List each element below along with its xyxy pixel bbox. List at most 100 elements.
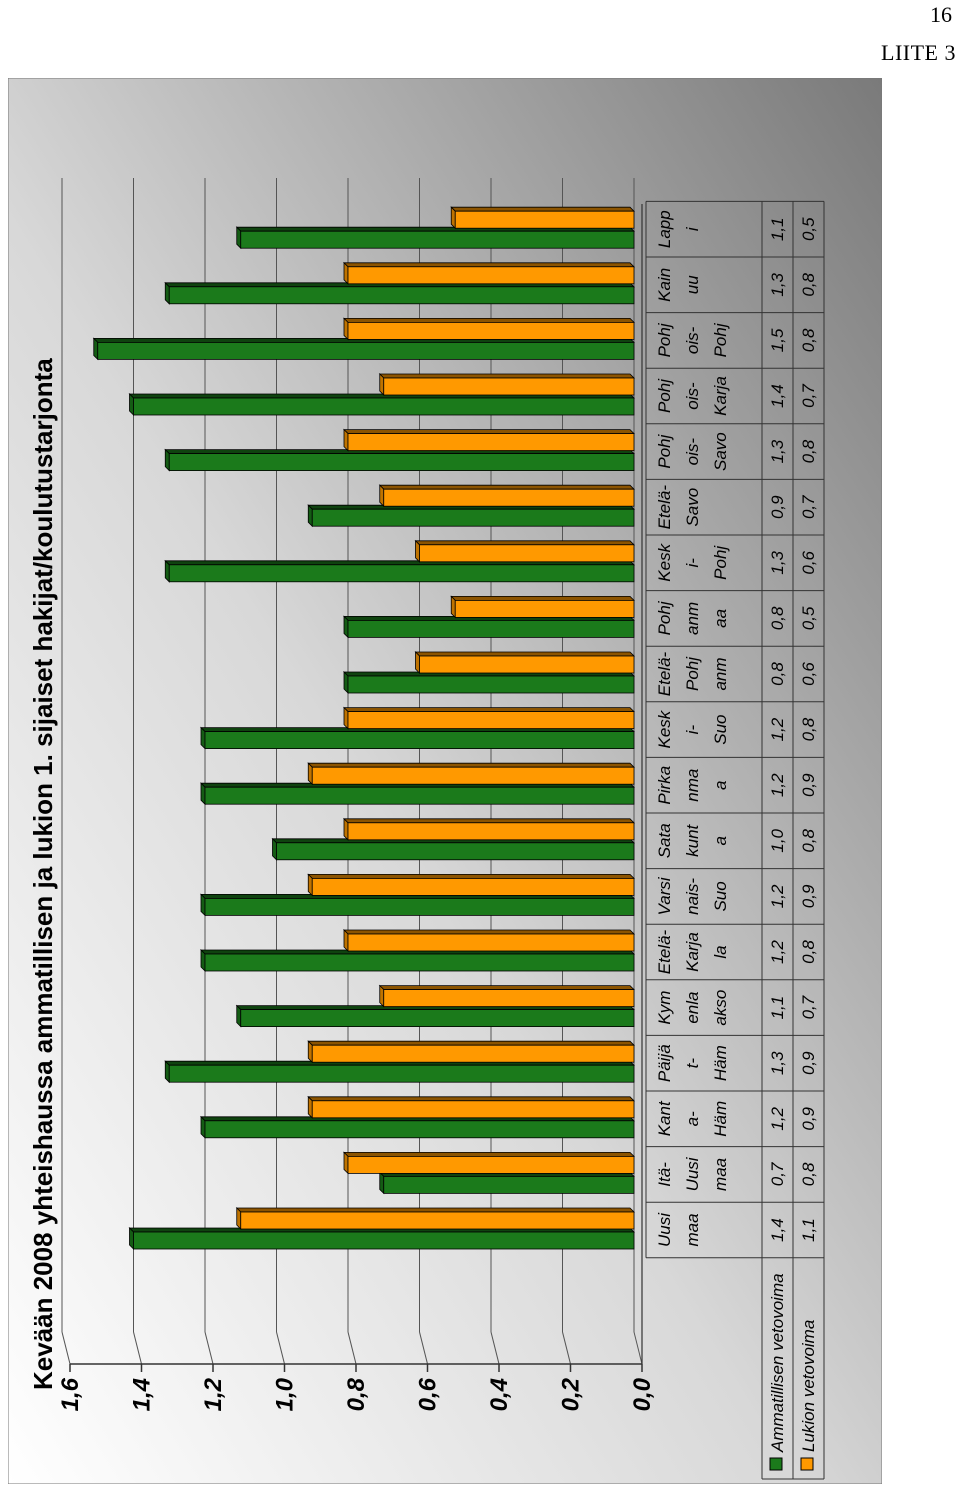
category-label: Karja bbox=[711, 376, 730, 416]
table-value: 0,9 bbox=[768, 495, 787, 519]
bar bbox=[204, 898, 635, 916]
bar-layer bbox=[92, 206, 635, 1250]
category-label: Pohj bbox=[655, 378, 674, 413]
category-label: nais- bbox=[683, 878, 702, 915]
table-value: 0,7 bbox=[799, 384, 818, 408]
bar bbox=[347, 433, 635, 451]
bar bbox=[454, 210, 635, 229]
table-value: 0,8 bbox=[799, 272, 818, 296]
bar-top bbox=[164, 1060, 170, 1084]
table-value: 0,8 bbox=[799, 828, 818, 852]
gridline-depth bbox=[133, 1331, 142, 1365]
table-value: 1,4 bbox=[768, 1218, 787, 1242]
category-label: t- bbox=[683, 1058, 702, 1069]
category-label: Lapp bbox=[655, 210, 674, 248]
category-label: i bbox=[683, 226, 702, 231]
category-label: la bbox=[711, 945, 730, 958]
category-label: ois- bbox=[683, 438, 702, 466]
category-label: Etelä- bbox=[655, 929, 674, 974]
bar-top bbox=[129, 1227, 134, 1250]
bar bbox=[311, 1044, 635, 1063]
bar bbox=[276, 842, 635, 861]
bar-top bbox=[236, 1207, 242, 1230]
legend-swatch bbox=[769, 1457, 783, 1471]
bar bbox=[419, 655, 635, 674]
table-value: 1,1 bbox=[768, 217, 787, 241]
table-value: 0,8 bbox=[799, 328, 818, 352]
category-label: anm bbox=[683, 602, 702, 635]
table-value: 1,5 bbox=[768, 328, 787, 352]
bar bbox=[240, 1211, 635, 1230]
bar-side bbox=[414, 540, 635, 546]
category-label: Varsi bbox=[655, 876, 674, 915]
bar-top bbox=[164, 559, 170, 583]
category-label: Sata bbox=[655, 823, 674, 858]
bar-top bbox=[307, 762, 313, 786]
category-label: a bbox=[711, 780, 730, 789]
bar bbox=[204, 1120, 635, 1139]
bar-top bbox=[379, 484, 385, 508]
gridline-depth bbox=[490, 1331, 500, 1365]
bar bbox=[383, 989, 635, 1008]
data-table bbox=[645, 200, 825, 1480]
bar bbox=[383, 488, 635, 507]
table-value: 1,4 bbox=[768, 384, 787, 408]
table-value: 0,8 bbox=[768, 662, 787, 686]
bar-top bbox=[343, 1151, 349, 1175]
bar-top bbox=[415, 539, 420, 563]
bar-side bbox=[343, 707, 635, 712]
bar bbox=[419, 544, 635, 563]
table-value: 0,5 bbox=[799, 606, 818, 630]
table-value: 1,1 bbox=[768, 996, 787, 1020]
bar-top bbox=[450, 595, 456, 619]
category-label: a bbox=[711, 836, 730, 845]
bar-top bbox=[236, 226, 242, 250]
chart-frame: 0,0 0,2 0,4 0,6 0,8 1,0 1,2 1,4 1,6 Uusi maa Itä- Uu… bbox=[7, 77, 883, 1485]
bar-side bbox=[307, 874, 635, 879]
category-label: Itä- bbox=[655, 1162, 674, 1187]
bar-top bbox=[307, 504, 313, 528]
bar bbox=[347, 711, 635, 729]
table-value: 1,2 bbox=[768, 773, 787, 797]
category-label: i- bbox=[683, 725, 702, 735]
category-label: Savo bbox=[711, 432, 730, 471]
table-value: 0,6 bbox=[799, 550, 818, 574]
bar bbox=[204, 786, 635, 805]
bar-side bbox=[235, 1207, 635, 1213]
bar bbox=[168, 453, 635, 471]
table-value: 0,9 bbox=[799, 1051, 818, 1075]
gridline-depth bbox=[204, 1331, 214, 1365]
table-value: 1,2 bbox=[768, 1106, 787, 1130]
category-label: Häm bbox=[711, 1101, 730, 1137]
bar-top bbox=[343, 706, 349, 730]
category-label: kunt bbox=[683, 823, 702, 856]
gridline-depth bbox=[419, 1331, 428, 1365]
bar bbox=[204, 953, 635, 972]
page-number: 16 bbox=[930, 2, 952, 27]
category-label: uu bbox=[683, 275, 702, 294]
bar bbox=[347, 822, 635, 841]
category-label: Häm bbox=[711, 1045, 730, 1081]
category-label: nma bbox=[683, 769, 702, 802]
category-label: aa bbox=[711, 609, 730, 628]
bar bbox=[347, 1155, 635, 1174]
bar-side bbox=[343, 262, 635, 268]
category-label: i- bbox=[683, 558, 702, 568]
legend-label: Lukion vetovoima bbox=[799, 1320, 818, 1452]
bar bbox=[97, 342, 635, 360]
category-label: maa bbox=[683, 1213, 702, 1246]
bar bbox=[168, 286, 635, 305]
bar-side bbox=[343, 318, 635, 323]
category-label: enla bbox=[683, 992, 702, 1024]
y-tick-label: 0,8 bbox=[343, 1377, 370, 1411]
bar-side bbox=[450, 596, 635, 601]
bar-side bbox=[307, 1040, 635, 1046]
category-label: Kesk bbox=[655, 542, 674, 581]
legend-label: Ammatillisen vetovoima bbox=[768, 1273, 787, 1453]
category-label: Uusi bbox=[655, 1212, 674, 1247]
bar bbox=[240, 230, 635, 249]
table-value: 1,2 bbox=[768, 717, 787, 741]
y-tick-label: 0,4 bbox=[486, 1378, 513, 1411]
bar bbox=[311, 766, 635, 785]
